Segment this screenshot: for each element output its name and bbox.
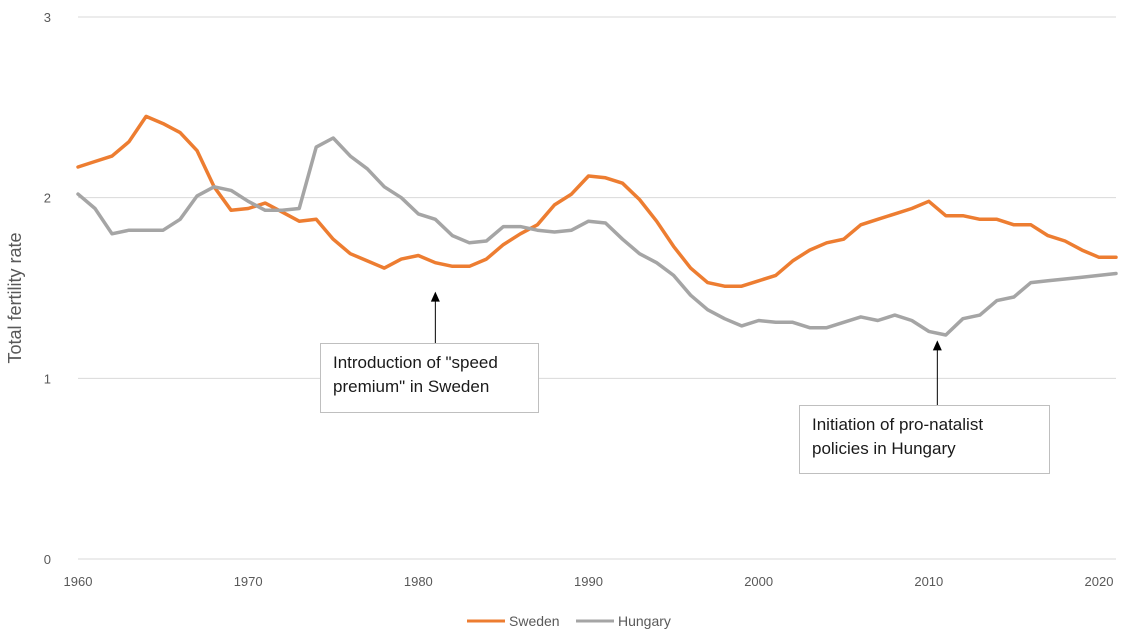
x-tick-label: 2010 <box>914 574 943 589</box>
x-tick-label: 1990 <box>574 574 603 589</box>
x-tick-label: 2000 <box>744 574 773 589</box>
y-tick-label: 3 <box>44 10 51 25</box>
x-tick-label: 1960 <box>64 574 93 589</box>
annotation-arrow-head <box>430 291 440 302</box>
annotation-arrow-head <box>932 340 942 351</box>
legend-label-hungary: Hungary <box>618 613 671 629</box>
annotation-sweden-speed-premium: Introduction of "speed premium" in Swede… <box>320 343 539 413</box>
x-tick-label: 2020 <box>1085 574 1114 589</box>
x-tick-label: 1980 <box>404 574 433 589</box>
y-tick-label: 2 <box>44 191 51 206</box>
legend-label-sweden: Sweden <box>509 613 560 629</box>
annotation-hungary-pronatalist: Initiation of pro-natalist policies in H… <box>799 405 1050 474</box>
series-line-sweden <box>76 114 1118 288</box>
y-tick-label: 0 <box>44 552 51 567</box>
y-axis-label: Total fertility rate <box>5 232 25 363</box>
series-line-hungary <box>76 136 1118 337</box>
y-tick-label: 1 <box>44 371 51 386</box>
x-tick-label: 1970 <box>234 574 263 589</box>
